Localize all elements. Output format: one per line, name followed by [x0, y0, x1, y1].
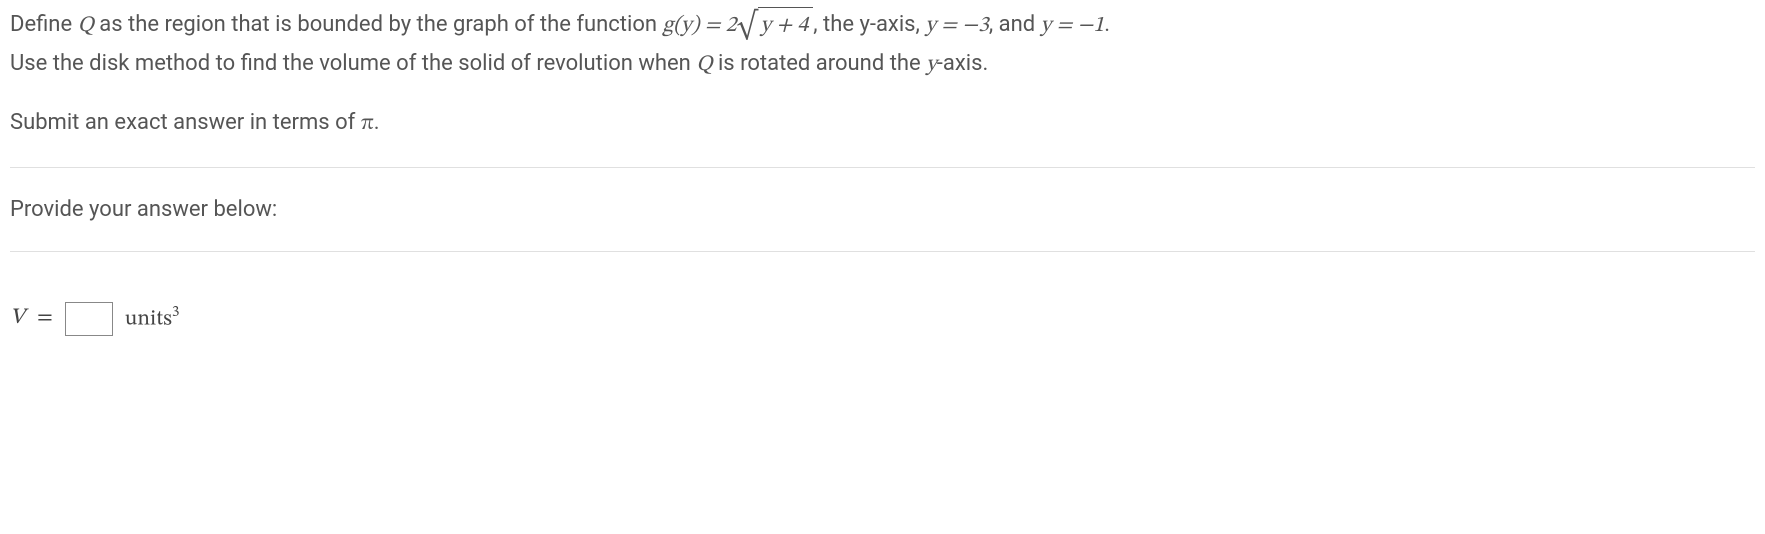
y-axis-var: y — [926, 54, 937, 76]
text: , the y-axis, — [813, 12, 925, 37]
sqrt-symbol: √ — [737, 6, 758, 48]
sqrt-arg: y + 4 — [758, 7, 814, 44]
provide-answer-prompt: Provide your answer below: — [10, 192, 1755, 227]
pi-symbol: π — [361, 113, 374, 135]
instruction-exact-answer: Submit an exact answer in terms of π. — [10, 105, 1755, 142]
text: as the region that is bounded by the gra… — [94, 12, 663, 37]
divider — [10, 167, 1755, 168]
text: . — [374, 110, 380, 135]
units-label: units3 — [125, 300, 180, 338]
text: . — [1104, 12, 1110, 37]
problem-statement: Define Q as the region that is bounded b… — [10, 4, 1755, 83]
text: Define — [10, 12, 78, 37]
equals-sign: = — [37, 301, 53, 336]
g-label: g(y) = 2 — [663, 15, 737, 37]
units-exponent: 3 — [172, 304, 180, 320]
units-text: units — [125, 308, 172, 330]
answer-input[interactable] — [65, 302, 113, 336]
bound-2: y = −1 — [1041, 15, 1105, 37]
variable-V: V — [10, 301, 25, 336]
variable-Q: Q — [78, 15, 94, 37]
text: -axis. — [937, 51, 988, 76]
text: , and — [989, 12, 1041, 37]
text: Submit an exact answer in terms of — [10, 110, 361, 135]
text: Use the disk method to find the volume o… — [10, 51, 696, 76]
variable-Q: Q — [696, 54, 712, 76]
text: is rotated around the — [713, 51, 927, 76]
answer-row: V = units3 — [10, 300, 1755, 338]
divider — [10, 251, 1755, 252]
bound-1: y = −3 — [925, 15, 989, 37]
sqrt: √y + 4 — [737, 4, 814, 46]
expr-g-of-y: g(y) = 2√y + 4 — [663, 15, 814, 37]
